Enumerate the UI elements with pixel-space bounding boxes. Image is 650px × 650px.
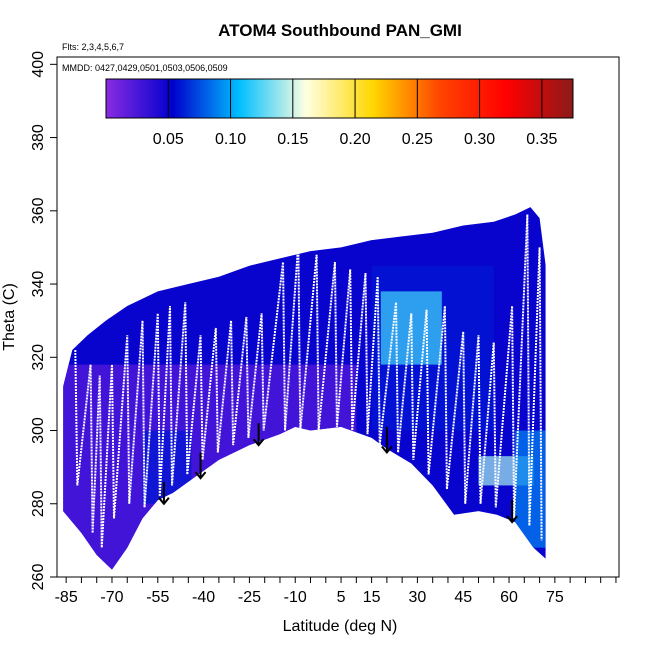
y-tick-label: 340 [30,271,47,298]
colorbar-tick-label: 0.30 [464,131,495,148]
x-tick-label: 5 [337,589,346,606]
colorbar-tick-label: 0.05 [153,131,184,148]
x-tick-label: 30 [409,589,427,606]
x-tick-label: -40 [192,589,215,606]
x-tick-label: 60 [500,589,518,606]
y-tick-label: 300 [30,417,47,444]
colorbar-tick-label: 0.20 [339,131,370,148]
colorbar-tick-label: 0.25 [402,131,433,148]
x-tick-label: 15 [363,589,381,606]
flight-track [74,214,543,548]
arrow-head [158,497,170,506]
y-tick-label: 260 [30,564,47,591]
arrow-head [194,471,207,480]
y-axis: 260 280 300 320 340 360 380 400 [30,51,57,590]
x-tick-label: 75 [546,589,564,606]
x-tick-label: -10 [284,589,307,606]
plot-frame [56,56,620,578]
dates-label: MMDD: 0427,0429,0501,0503,0506,0509 [62,63,228,73]
colorbar-gradient [105,78,574,119]
colorbar-tick-label: 0.10 [215,131,246,148]
y-axis-title: Theta (C) [1,283,18,351]
x-tick-label: -70 [100,589,123,606]
concentration-field [63,207,546,570]
x-tick-label: -85 [55,589,78,606]
colorbar: 0.05 0.10 0.15 0.20 0.25 0.30 0.35 [105,78,574,148]
y-tick-label: 360 [30,197,47,224]
colorbar-tick-label: 0.35 [526,131,557,148]
y-tick-label: 320 [30,344,47,371]
x-tick-label: -25 [238,589,261,606]
flights-label: Flts: 2,3,4,5,6,7 [62,42,124,52]
arrow-head [252,438,265,447]
y-tick-label: 400 [30,51,47,78]
y-tick-label: 280 [30,490,47,517]
arrow-head [381,445,393,455]
x-tick-label: 45 [454,589,472,606]
x-axis: -85 -70 -55 -40 -25 -10 5 15 30 45 60 75 [55,577,617,606]
chart-title: ATOM4 Southbound PAN_GMI [218,21,462,40]
flight-profiles [74,214,543,548]
arrow-head [506,515,518,524]
field-patches [63,207,546,570]
x-axis-title: Latitude (deg N) [283,618,398,635]
y-tick-label: 380 [30,124,47,151]
x-tick-label: -55 [146,589,169,606]
flight-arrows [158,423,518,524]
colorbar-tick-label: 0.15 [277,131,308,148]
